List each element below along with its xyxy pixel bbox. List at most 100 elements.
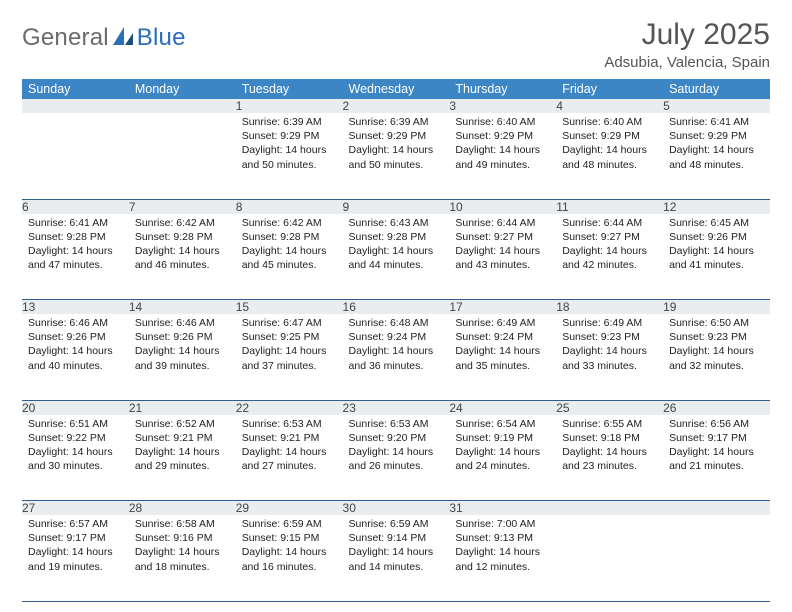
day-number-empty [556, 501, 663, 516]
weekday-header: Friday [556, 79, 663, 99]
daylight-text: and 23 minutes. [562, 459, 657, 473]
brand-logo: General Blue [22, 18, 186, 52]
sunset-text: Sunset: 9:25 PM [242, 330, 337, 344]
weekday-header: Tuesday [236, 79, 343, 99]
sunrise-text: Sunrise: 6:50 AM [669, 316, 764, 330]
sunset-text: Sunset: 9:26 PM [135, 330, 230, 344]
day-number: 20 [22, 400, 129, 415]
day-cell: Sunrise: 6:53 AMSunset: 9:20 PMDaylight:… [343, 415, 450, 501]
sunset-text: Sunset: 9:24 PM [349, 330, 444, 344]
day-cell: Sunrise: 6:50 AMSunset: 9:23 PMDaylight:… [663, 314, 770, 400]
day-cell: Sunrise: 6:49 AMSunset: 9:24 PMDaylight:… [449, 314, 556, 400]
daylight-text: and 26 minutes. [349, 459, 444, 473]
sunrise-text: Sunrise: 6:39 AM [349, 115, 444, 129]
daylight-text: Daylight: 14 hours [28, 445, 123, 459]
daylight-text: Daylight: 14 hours [562, 445, 657, 459]
sunrise-text: Sunrise: 6:41 AM [669, 115, 764, 129]
sunrise-text: Sunrise: 6:40 AM [562, 115, 657, 129]
daylight-text: Daylight: 14 hours [28, 545, 123, 559]
daylight-text: Daylight: 14 hours [455, 445, 550, 459]
sunset-text: Sunset: 9:13 PM [455, 531, 550, 545]
sunset-text: Sunset: 9:17 PM [669, 431, 764, 445]
day-detail-row: Sunrise: 6:46 AM Sunset: 9:26 PM Daylight:… [22, 314, 770, 400]
sunset-text: Sunset: 9:29 PM [455, 129, 550, 143]
day-number-empty [129, 99, 236, 113]
day-number: 31 [449, 501, 556, 516]
sunset-text: Sunset: 9:14 PM [349, 531, 444, 545]
daylight-text: and 18 minutes. [135, 560, 230, 574]
sunrise-text: Sunrise: 6:41 AM [28, 216, 123, 230]
day-number: 14 [129, 300, 236, 315]
day-detail-row: Sunrise: 6:41 AMSunset: 9:28 PMDaylight:… [22, 214, 770, 300]
day-number: 29 [236, 501, 343, 516]
sunset-text: Sunset: 9:21 PM [242, 431, 337, 445]
sunrise-text: Sunrise: 6:46 AM [28, 316, 123, 330]
day-detail-row: Sunrise: 6:51 AMSunset: 9:22 PMDaylight:… [22, 415, 770, 501]
day-cell: Sunrise: 6:43 AMSunset: 9:28 PMDaylight:… [343, 214, 450, 300]
day-cell: Sunrise: 6:49 AMSunset: 9:23 PMDaylight:… [556, 314, 663, 400]
day-number: 30 [343, 501, 450, 516]
sunrise-text: Sunrise: 6:53 AM [349, 417, 444, 431]
sunrise-text: Sunrise: 6:55 AM [562, 417, 657, 431]
daylight-text: Daylight: 14 hours [135, 244, 230, 258]
sunset-text: Sunset: 9:16 PM [135, 531, 230, 545]
sunrise-text: Sunrise: 6:56 AM [669, 417, 764, 431]
daylight-text: and 42 minutes. [562, 258, 657, 272]
sunset-text: Sunset: 9:28 PM [28, 230, 123, 244]
sunrise-text: Sunrise: 6:52 AM [135, 417, 230, 431]
day-number: 7 [129, 199, 236, 214]
sunrise-text: Sunrise: 7:00 AM [455, 517, 550, 531]
weekday-header: Saturday [663, 79, 770, 99]
sunset-text: Sunset: 9:27 PM [455, 230, 550, 244]
day-number: 21 [129, 400, 236, 415]
day-number: 23 [343, 400, 450, 415]
daylight-text: and 48 minutes. [562, 158, 657, 172]
weekday-header: Sunday [22, 79, 129, 99]
day-cell: Sunrise: 6:46 AMSunset: 9:26 PMDaylight:… [22, 314, 129, 400]
day-number: 2 [343, 99, 450, 113]
day-cell: Sunrise: 6:39 AMSunset: 9:29 PMDaylight:… [236, 113, 343, 199]
daylight-text: and 48 minutes. [669, 158, 764, 172]
sunrise-text: Sunrise: 6:54 AM [455, 417, 550, 431]
sunrise-text: Sunrise: 6:59 AM [242, 517, 337, 531]
sunset-text: Sunset: 9:19 PM [455, 431, 550, 445]
daylight-text: Daylight: 14 hours [669, 445, 764, 459]
daylight-text: Daylight: 14 hours [455, 344, 550, 358]
day-cell: Sunrise: 6:59 AMSunset: 9:14 PMDaylight:… [343, 515, 450, 601]
daylight-text: and 30 minutes. [28, 459, 123, 473]
day-cell: Sunrise: 6:42 AMSunset: 9:28 PMDaylight:… [236, 214, 343, 300]
daylight-text: Daylight: 14 hours [455, 143, 550, 157]
daylight-text: and 33 minutes. [562, 359, 657, 373]
sunset-text: Sunset: 9:17 PM [28, 531, 123, 545]
daylight-text: and 19 minutes. [28, 560, 123, 574]
day-number: 4 [556, 99, 663, 113]
daylight-text: and 41 minutes. [669, 258, 764, 272]
day-detail-row: Sunrise: 6:57 AMSunset: 9:17 PMDaylight:… [22, 515, 770, 601]
sunrise-text: Sunrise: 6:45 AM [669, 216, 764, 230]
sunrise-text: Sunrise: 6:44 AM [455, 216, 550, 230]
daylight-text: and 40 minutes. [28, 359, 123, 373]
daylight-text: and 47 minutes. [28, 258, 123, 272]
day-cell-empty [663, 515, 770, 601]
daylight-text: Daylight: 14 hours [349, 143, 444, 157]
day-cell-empty [22, 113, 129, 199]
sunrise-text: Sunrise: 6:49 AM [455, 316, 550, 330]
daylight-text: and 27 minutes. [242, 459, 337, 473]
sunrise-text: Sunrise: 6:42 AM [135, 216, 230, 230]
daylight-text: and 49 minutes. [455, 158, 550, 172]
sunset-text: Sunset: 9:29 PM [669, 129, 764, 143]
daylight-text: Daylight: 14 hours [28, 244, 123, 258]
day-number: 5 [663, 99, 770, 113]
day-cell: Sunrise: 6:51 AMSunset: 9:22 PMDaylight:… [22, 415, 129, 501]
daylight-text: Daylight: 14 hours [242, 143, 337, 157]
sunrise-text: Sunrise: 6:44 AM [562, 216, 657, 230]
daylight-text: and 45 minutes. [242, 258, 337, 272]
daynum-row: 2728293031 [22, 501, 770, 516]
daylight-text: Daylight: 14 hours [242, 545, 337, 559]
sunset-text: Sunset: 9:29 PM [242, 129, 337, 143]
day-detail-row: Sunrise: 6:39 AMSunset: 9:29 PMDaylight:… [22, 113, 770, 199]
daylight-text: Daylight: 14 hours [669, 244, 764, 258]
day-cell: Sunrise: 6:53 AMSunset: 9:21 PMDaylight:… [236, 415, 343, 501]
daylight-text: and 24 minutes. [455, 459, 550, 473]
day-number-empty [663, 501, 770, 516]
